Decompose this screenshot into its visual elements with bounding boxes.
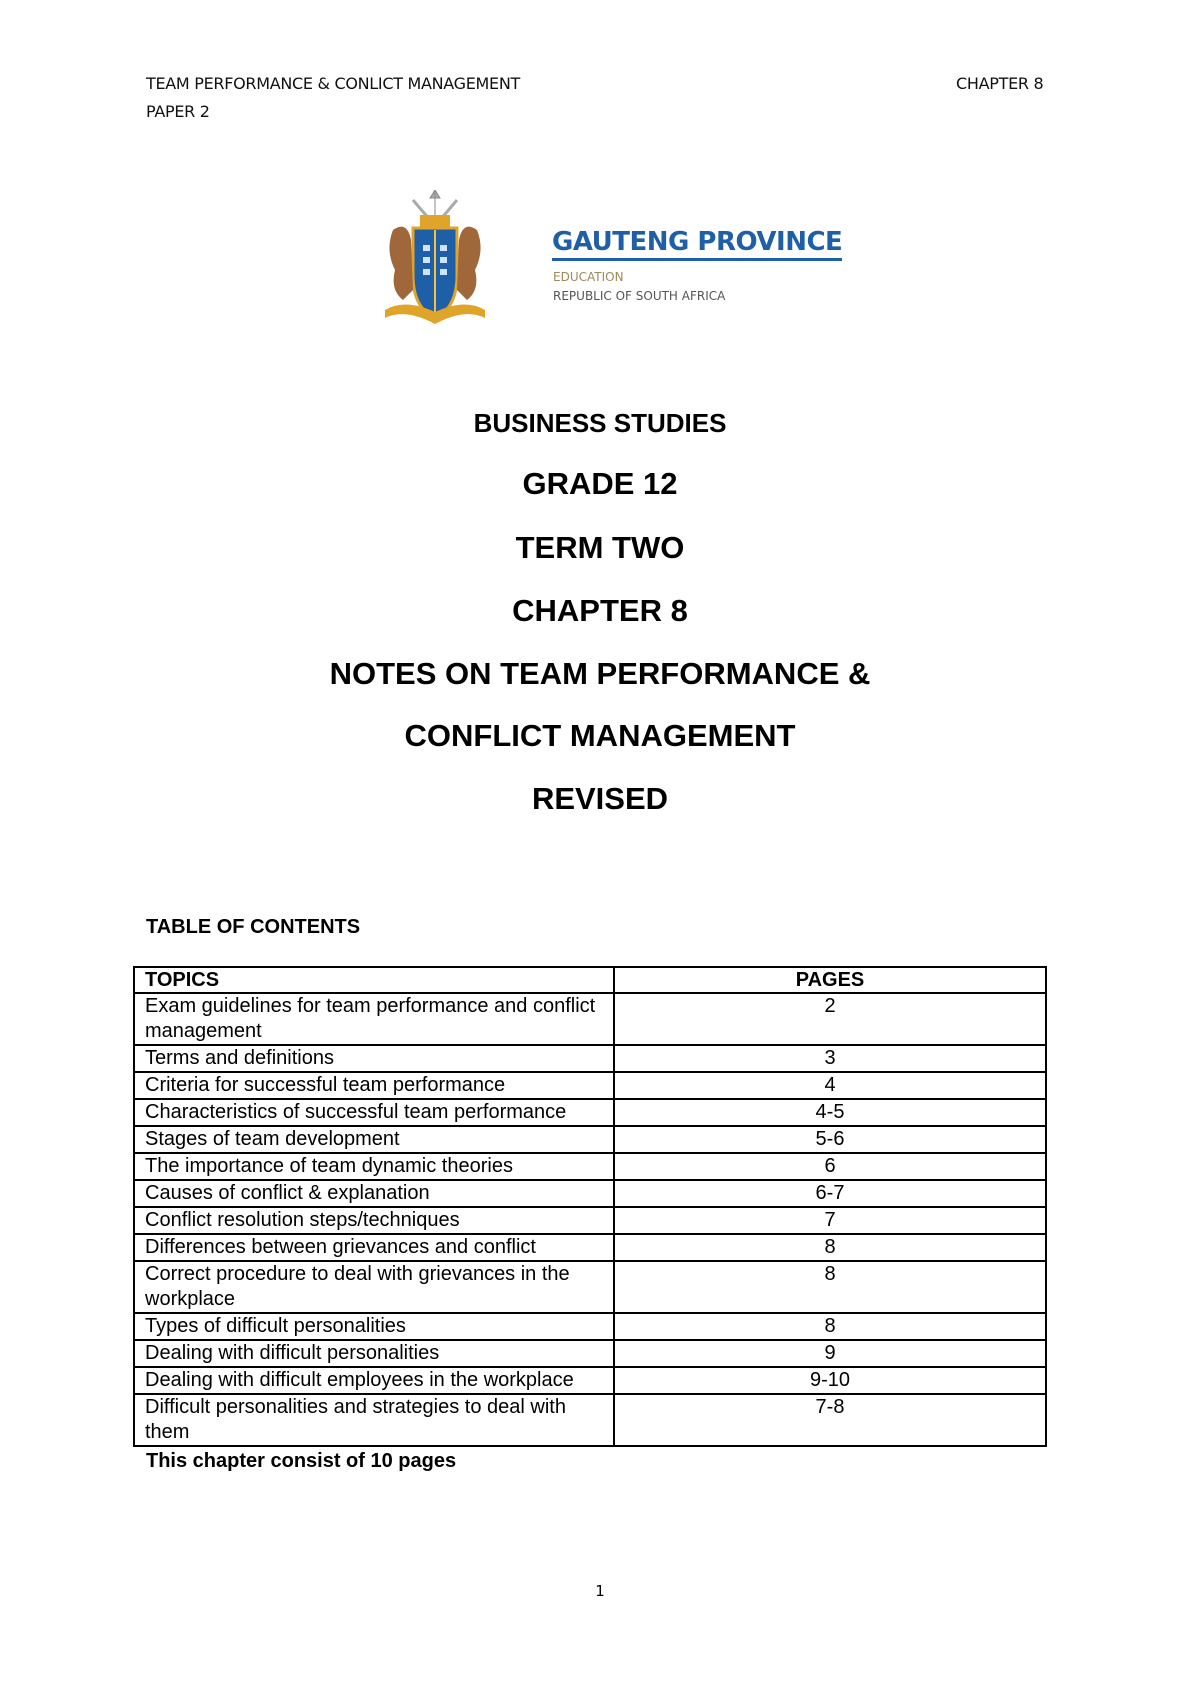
toc-row: Dealing with difficult employees in the … xyxy=(133,1366,1047,1395)
toc-row: Exam guidelines for team performance and… xyxy=(133,992,1047,1046)
toc-topic: Differences between grievances and confl… xyxy=(133,1233,615,1262)
toc-pages: 5-6 xyxy=(613,1125,1047,1154)
toc-pages: 8 xyxy=(613,1260,1047,1314)
toc-row: Characteristics of successful team perfo… xyxy=(133,1098,1047,1127)
toc-row: Types of difficult personalities 8 xyxy=(133,1312,1047,1341)
toc-block: TOPICS PAGES Exam guidelines for team pe… xyxy=(133,966,1047,1473)
toc-pages: 6 xyxy=(613,1152,1047,1181)
toc-row: Conflict resolution steps/techniques 7 xyxy=(133,1206,1047,1235)
toc-topic: Exam guidelines for team performance and… xyxy=(133,992,615,1046)
toc-topic: Conflict resolution steps/techniques xyxy=(133,1206,615,1235)
toc-row: Terms and definitions 3 xyxy=(133,1044,1047,1073)
page-number: 1 xyxy=(595,1582,605,1600)
running-header-chapter: CHAPTER 8 xyxy=(956,74,1044,93)
toc-pages: 9 xyxy=(613,1339,1047,1368)
toc-pages: 9-10 xyxy=(613,1366,1047,1395)
coat-of-arms-icon xyxy=(385,189,485,324)
toc-pages: 7-8 xyxy=(613,1393,1047,1447)
toc-pages: 8 xyxy=(613,1312,1047,1341)
logo-subtitle-country: REPUBLIC OF SOUTH AFRICA xyxy=(553,289,726,303)
notes-heading-line2: CONFLICT MANAGEMENT xyxy=(404,718,796,753)
toc-topic: Causes of conflict & explanation xyxy=(133,1179,615,1208)
toc-pages: 4-5 xyxy=(613,1098,1047,1127)
toc-row: Causes of conflict & explanation 6-7 xyxy=(133,1179,1047,1208)
running-header-paper: PAPER 2 xyxy=(146,102,210,121)
toc-pages: 4 xyxy=(613,1071,1047,1100)
toc-topic: Criteria for successful team performance xyxy=(133,1071,615,1100)
toc-pages: 2 xyxy=(613,992,1047,1046)
toc-row: Difficult personalities and strategies t… xyxy=(133,1393,1047,1447)
toc-header-row: TOPICS PAGES xyxy=(133,966,1047,994)
chapter-length-note: This chapter consist of 10 pages xyxy=(146,1450,457,1472)
logo-subtitle-education: EDUCATION xyxy=(553,270,624,284)
toc-topic: Correct procedure to deal with grievance… xyxy=(133,1260,615,1314)
toc-topic: Types of difficult personalities xyxy=(133,1312,615,1341)
toc-topic: Difficult personalities and strategies t… xyxy=(133,1393,615,1447)
toc-row: The importance of team dynamic theories 6 xyxy=(133,1152,1047,1181)
toc-title: TABLE OF CONTENTS xyxy=(146,916,361,938)
gauteng-education-logo: GAUTENG PROVINCE EDUCATION REPUBLIC OF S… xyxy=(385,189,843,326)
toc-column-pages: PAGES xyxy=(613,966,1047,994)
toc-pages: 3 xyxy=(613,1044,1047,1073)
toc-table: TOPICS PAGES Exam guidelines for team pe… xyxy=(133,966,1047,1447)
subject-heading: BUSINESS STUDIES xyxy=(473,408,727,438)
toc-topic: Characteristics of successful team perfo… xyxy=(133,1098,615,1127)
toc-row: Criteria for successful team performance… xyxy=(133,1071,1047,1100)
toc-topic: Dealing with difficult employees in the … xyxy=(133,1366,615,1395)
toc-row: Dealing with difficult personalities 9 xyxy=(133,1339,1047,1368)
notes-heading-line1: NOTES ON TEAM PERFORMANCE & xyxy=(329,656,871,691)
toc-topic: Terms and definitions xyxy=(133,1044,615,1073)
toc-pages: 8 xyxy=(613,1233,1047,1262)
toc-pages: 7 xyxy=(613,1206,1047,1235)
chapter-heading: CHAPTER 8 xyxy=(512,593,688,628)
toc-row: Stages of team development 5-6 xyxy=(133,1125,1047,1154)
grade-heading: GRADE 12 xyxy=(522,466,678,501)
toc-topic: The importance of team dynamic theories xyxy=(133,1152,615,1181)
toc-pages: 6-7 xyxy=(613,1179,1047,1208)
toc-row: Correct procedure to deal with grievance… xyxy=(133,1260,1047,1314)
term-heading: TERM TWO xyxy=(515,530,685,565)
toc-column-topics: TOPICS xyxy=(133,966,615,994)
revised-heading: REVISED xyxy=(531,781,669,816)
running-header-title: TEAM PERFORMANCE & CONLICT MANAGEMENT xyxy=(146,74,521,93)
logo-title: GAUTENG PROVINCE xyxy=(552,226,843,261)
toc-topic: Dealing with difficult personalities xyxy=(133,1339,615,1368)
toc-topic: Stages of team development xyxy=(133,1125,615,1154)
toc-row: Differences between grievances and confl… xyxy=(133,1233,1047,1262)
